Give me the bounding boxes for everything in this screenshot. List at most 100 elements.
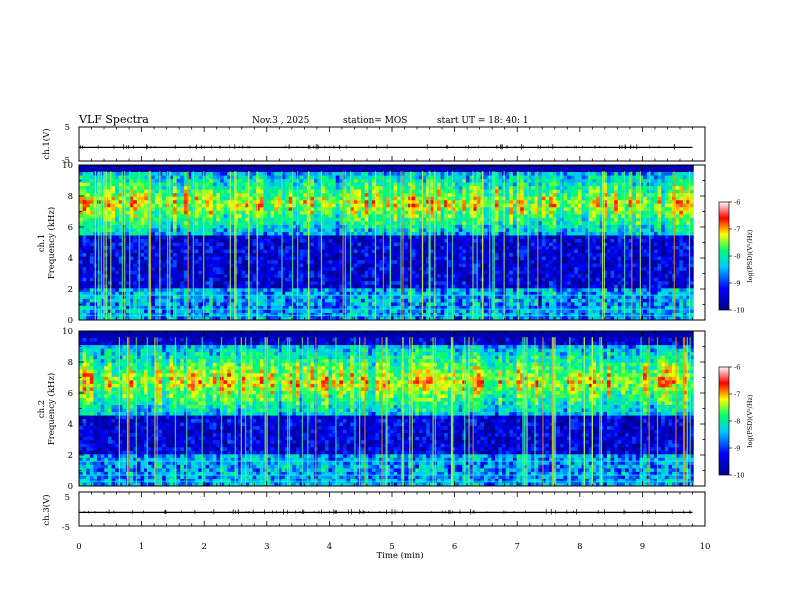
spectrogram-cell [321,217,326,222]
spectrogram-cell [144,179,149,184]
spectrogram-cell [310,260,315,265]
spectrogram-cell [227,260,232,265]
spectrogram-cell [397,291,402,296]
spectrogram-cell [140,305,145,310]
spectrogram-cell [436,249,442,254]
spectrogram-cell [209,267,214,272]
spectrogram-cell [469,309,474,314]
spectrogram-cell [129,224,134,229]
spectrogram-cell [393,168,398,173]
spectrogram-cell [375,253,380,257]
spectrogram-cell [263,256,268,261]
spectrogram-cell [100,302,105,307]
spectrogram-cell [176,221,181,226]
spectrogram-cell [288,231,293,236]
spectrogram-cell [118,210,123,215]
spectrogram-cell [426,291,431,296]
spectrogram-cell [133,260,138,265]
spectrogram-cell [89,270,94,275]
spectrogram-cell [216,298,221,303]
spectrogram-cell [158,274,163,279]
spectrogram-cell [173,291,178,296]
spectrogram-cell [422,263,427,268]
spectrogram-cell [458,214,463,219]
spectrogram-cell [397,186,402,191]
spectrogram-cell [418,228,423,233]
spectrogram-cell [173,210,178,215]
spectrogram-cell [173,172,178,176]
spectrogram-cell [350,175,355,180]
spectrogram-cell [404,302,409,307]
spectrogram-cell [462,274,467,279]
spectrogram-cell [154,210,159,215]
spectrogram-cell [335,256,340,261]
spectrogram-cell [422,246,427,250]
spectrogram-cell [173,267,178,272]
spectrogram-cell [371,175,376,180]
spectrogram-cell [415,221,420,226]
spectrogram-cell [444,179,449,184]
spectrogram-cell [321,249,326,254]
spectrogram-cell [364,235,369,240]
spectrogram-cell [310,186,315,191]
spectrogram-cell [205,235,210,240]
spectrogram-cell [379,305,384,310]
spectrogram-cell [299,172,304,176]
spectrogram-cell [274,224,279,229]
spectrogram-cell [245,242,250,247]
spectrogram-cell [220,281,225,286]
spectrogram-cell [118,196,123,201]
spectrogram-cell [408,302,413,307]
spectrogram-cell [397,193,402,198]
spectrogram-cell [86,235,91,240]
spectrogram-cell [292,203,297,208]
spectrogram-cell [82,295,87,300]
spectrogram-cell [458,249,463,254]
spectrogram-cell [382,246,387,250]
spectrogram-cell [205,242,210,247]
spectrogram-cell [455,298,460,303]
spectrogram-cell [126,221,131,226]
spectrogram-cell [386,186,391,191]
spectrogram-cell [389,288,394,293]
spectrogram-cell [169,172,174,176]
spectrogram-cell [248,256,253,261]
spectrogram-cell [361,309,366,314]
spectrogram-cell [324,235,329,240]
spectrogram-cell [368,274,373,279]
spectrogram-cell [223,207,228,212]
spectrogram-cell [82,217,87,222]
spectrogram-cell [126,217,131,222]
spectrogram-cell [379,238,384,243]
spectrogram-cell [339,277,344,282]
spectrogram-cell [321,242,326,247]
spectrogram-cell [440,217,445,222]
spectrogram-cell [408,193,413,198]
spectrogram-cell [151,316,156,321]
spectrogram-cell [230,200,235,205]
spectrogram-cell [314,256,319,261]
spectrogram-cell [451,200,456,205]
spectrogram-cell [458,242,463,247]
spectrogram-cell [281,182,286,187]
spectrogram-cell [140,270,145,275]
spectrogram-cell [455,260,460,265]
spectrogram-cell [241,277,246,282]
spectrogram-cell [371,246,376,250]
spectrogram-cell [465,246,470,250]
spectrogram-cell [252,270,257,275]
spectrogram-cell [267,309,272,314]
spectrogram-cell [379,284,384,289]
spectrogram-cell [314,253,319,257]
spectrogram-cell [465,263,470,268]
spectrogram-cell [169,193,174,198]
spectrogram-cell [205,295,210,300]
spectrogram-cell [230,238,235,243]
spectrogram-cell [324,242,329,247]
spectrogram-cell [223,217,228,222]
spectrogram-cell [386,267,391,272]
spectrogram-cell [462,168,467,173]
spectrogram-cell [353,267,358,272]
spectrogram-cell [248,179,253,184]
spectrogram-cell [144,210,149,215]
